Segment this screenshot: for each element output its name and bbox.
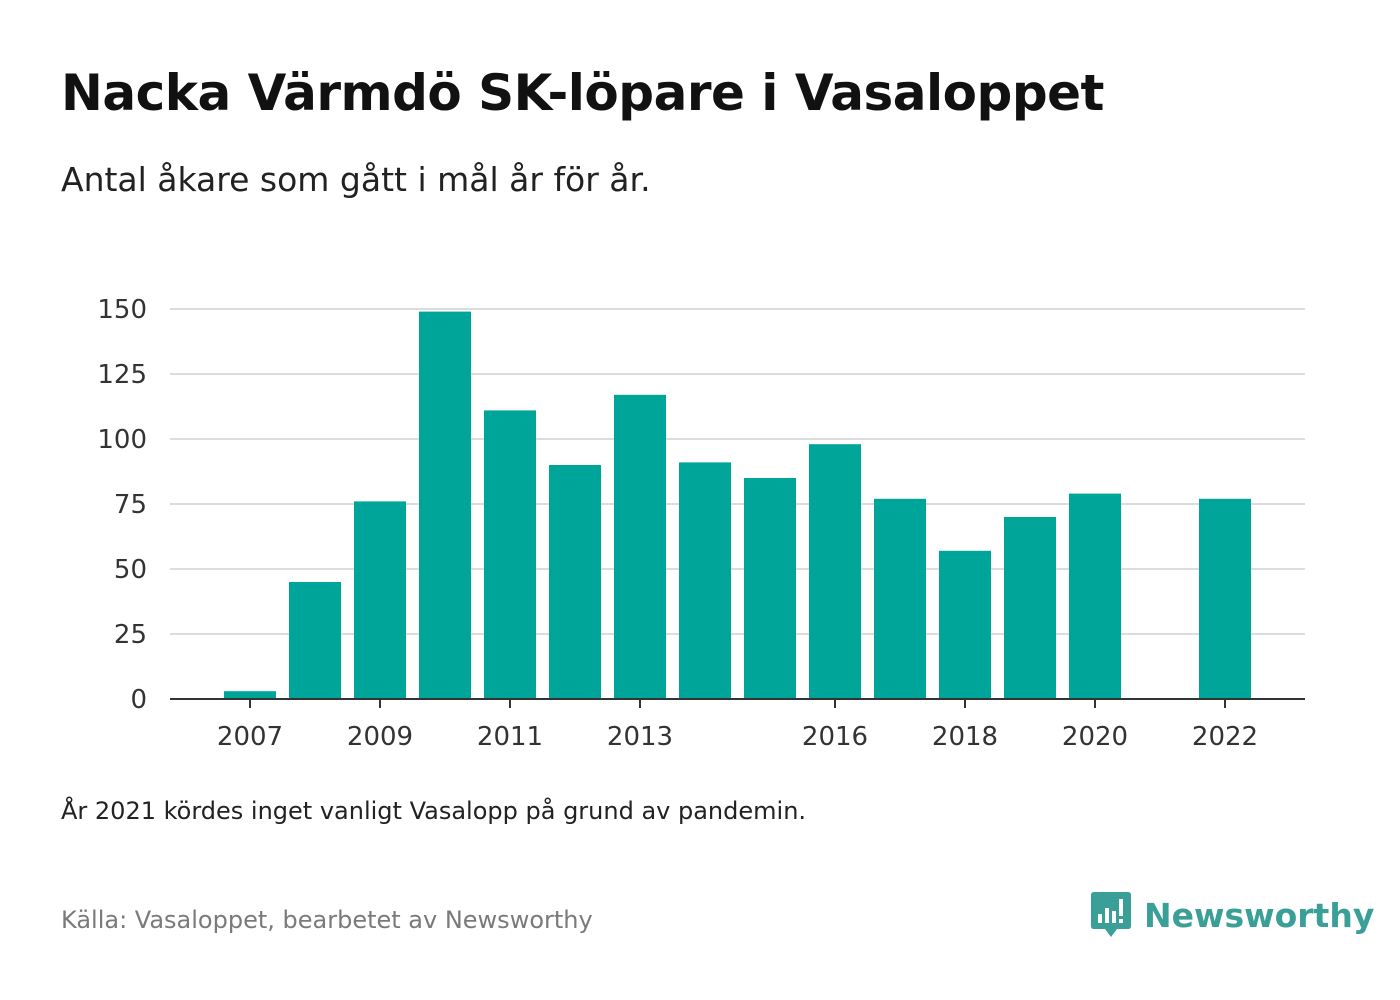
x-tick-label: 2016 — [802, 722, 868, 752]
chart-subtitle: Antal åkare som gått i mål år för år. — [61, 160, 651, 199]
source-text: Källa: Vasaloppet, bearbetet av Newswort… — [61, 906, 593, 934]
bar-2010 — [419, 311, 471, 699]
y-tick-label: 150 — [97, 295, 147, 325]
bar-2020 — [1069, 493, 1121, 699]
newsworthy-logo-text: Newsworthy — [1144, 895, 1375, 935]
newsworthy-logo: Newsworthy — [1090, 890, 1374, 940]
y-tick-label: 0 — [130, 685, 147, 715]
bar-2017 — [874, 498, 926, 699]
bar-chart: 0 25 50 75 100 125 150 2007 2009 2011 2013 2016 201… — [97, 295, 1305, 752]
y-tick-label: 75 — [114, 490, 147, 520]
bar-2015 — [744, 478, 796, 699]
bars — [224, 311, 1251, 699]
y-tick-label: 25 — [114, 620, 147, 650]
bar-2013 — [614, 394, 666, 699]
y-tick-label: 125 — [97, 360, 147, 390]
x-tick-label: 2013 — [607, 722, 673, 752]
y-tick-label: 50 — [114, 555, 147, 585]
bar-2008 — [289, 582, 341, 699]
bar-2011 — [484, 410, 536, 699]
bar-2019 — [1004, 517, 1056, 699]
chart-title: Nacka Värmdö SK-löpare i Vasaloppet — [61, 64, 1104, 122]
x-tick-label: 2018 — [932, 722, 998, 752]
footnote: År 2021 kördes inget vanligt Vasalopp på… — [61, 797, 807, 825]
y-axis-ticks: 0 25 50 75 100 125 150 — [97, 295, 147, 715]
bar-2018 — [939, 550, 991, 699]
bar-2012 — [549, 465, 601, 699]
x-tick-label: 2009 — [347, 722, 413, 752]
bar-2009 — [354, 501, 406, 699]
bar-2007 — [224, 691, 276, 699]
newsworthy-logo-icon — [1091, 892, 1131, 937]
bar-2016 — [809, 444, 861, 699]
x-axis-ticks: 2007 2009 2011 2013 2016 2018 2020 2022 — [217, 699, 1258, 752]
x-tick-label: 2020 — [1062, 722, 1128, 752]
x-tick-label: 2011 — [477, 722, 543, 752]
x-tick-label: 2007 — [217, 722, 283, 752]
x-tick-label: 2022 — [1192, 722, 1258, 752]
y-tick-label: 100 — [97, 425, 147, 455]
bar-2022 — [1199, 498, 1251, 699]
bar-2014 — [679, 462, 731, 699]
